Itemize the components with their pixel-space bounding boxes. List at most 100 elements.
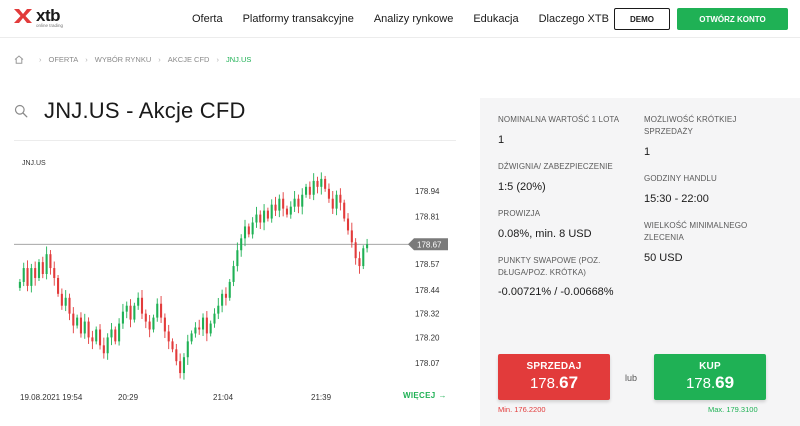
y-tick-label: 178.81: [415, 213, 440, 222]
nav-item-edukacja[interactable]: Edukacja: [473, 13, 519, 25]
candle-body: [232, 266, 235, 282]
breadcrumb: › OFERTA › WYBÓR RYNKU › AKCJE CFD › JNJ…: [14, 55, 251, 64]
search-icon[interactable]: [14, 104, 28, 118]
min-price: Min. 176.2200: [498, 405, 546, 414]
info-label: GODZINY HANDLU: [644, 174, 717, 183]
candle-body: [270, 204, 273, 219]
main-nav: Oferta Platformy transakcyjne Analizy ry…: [192, 0, 629, 38]
info-short-selling: MOŻLIWOŚĆ KRÓTKIEJ SPRZEDAŻY 1: [644, 114, 754, 161]
breadcrumb-item-oferta[interactable]: OFERTA: [48, 55, 79, 64]
candle-body: [331, 198, 334, 209]
candle-body: [221, 293, 224, 306]
candle-body: [236, 250, 239, 267]
candle-body: [327, 188, 330, 199]
candle-body: [350, 230, 353, 243]
candle-body: [358, 258, 361, 267]
candle-body: [362, 248, 365, 267]
candle-body: [198, 327, 201, 330]
candle-body: [251, 222, 254, 235]
candle-body: [346, 218, 350, 231]
candle-body: [68, 297, 71, 314]
candle-body: [45, 254, 48, 275]
candle-body: [304, 186, 308, 195]
candle-body: [106, 337, 109, 354]
candle-body: [335, 194, 338, 209]
candle-body: [324, 178, 327, 189]
breadcrumb-current: JNJ.US: [225, 55, 252, 64]
candle-body: [228, 281, 231, 298]
candle-body: [95, 329, 98, 342]
candle-body: [125, 305, 128, 312]
candle-body: [285, 208, 289, 215]
y-tick-label: 178.94: [415, 187, 440, 196]
y-tick-label: 178.20: [415, 333, 440, 342]
demo-button[interactable]: DEMO: [614, 8, 670, 30]
home-icon[interactable]: [14, 55, 24, 64]
candle-body: [57, 277, 60, 294]
or-label: lub: [625, 373, 638, 383]
chart-symbol: JNJ.US: [22, 160, 46, 167]
candle-body: [343, 202, 346, 219]
candle-body: [148, 321, 151, 330]
buy-price-prefix: 178.: [685, 375, 716, 392]
candle-body: [240, 238, 243, 251]
candle-body: [224, 293, 227, 298]
candle-body: [37, 262, 41, 278]
candle-body: [167, 331, 170, 342]
candle-body: [354, 242, 357, 259]
info-value: -0.00721% / -0.00668%: [498, 286, 614, 298]
candle-body: [263, 210, 266, 223]
candle-body: [110, 329, 113, 338]
info-value: 1:5 (20%): [498, 181, 546, 193]
candle-body: [118, 323, 121, 342]
nav-item-dlaczego[interactable]: Dlaczego XTB: [538, 13, 609, 25]
open-account-button[interactable]: OTWÓRZ KONTO: [677, 8, 788, 30]
candle-body: [301, 194, 304, 207]
candle-body: [297, 198, 300, 207]
more-link-label: WIĘCEJ: [403, 391, 436, 400]
candle-body: [282, 198, 285, 209]
nav-item-platformy[interactable]: Platformy transakcyjne: [242, 13, 354, 25]
candle-body: [209, 323, 212, 334]
candle-body: [76, 317, 79, 326]
sell-button[interactable]: SPRZEDAJ 178.67: [498, 354, 610, 400]
candle-body: [91, 337, 94, 342]
info-label: MOŻLIWOŚĆ KRÓTKIEJ SPRZEDAŻY: [644, 115, 737, 136]
breadcrumb-separator: ›: [216, 55, 219, 64]
candle-body: [98, 329, 102, 346]
logo-word: xtb: [36, 6, 61, 25]
breadcrumb-separator: ›: [85, 55, 88, 64]
buy-price-pips: 69: [715, 373, 735, 392]
candle-body: [53, 268, 56, 278]
nav-item-analizy[interactable]: Analizy rynkowe: [373, 13, 454, 25]
y-tick-label: 178.57: [415, 260, 440, 269]
candle-body: [156, 303, 159, 318]
nav-item-oferta[interactable]: Oferta: [192, 13, 223, 25]
candle-body: [308, 186, 311, 195]
current-price-tag: [408, 238, 448, 251]
sell-price-prefix: 178.: [529, 375, 560, 392]
candle-body: [34, 268, 37, 278]
candle-body: [312, 180, 315, 195]
candle-body: [121, 311, 124, 324]
breadcrumb-item-akcje-cfd[interactable]: AKCJE CFD: [167, 55, 210, 64]
more-link[interactable]: WIĘCEJ →: [400, 391, 447, 400]
candle-body: [186, 341, 189, 358]
info-label: PROWIZJA: [498, 209, 541, 218]
candle-body: [140, 297, 144, 314]
candle-body: [175, 349, 178, 362]
buy-button[interactable]: KUP 178.69: [654, 354, 766, 400]
candle-body: [293, 198, 296, 207]
candle-body: [213, 313, 216, 324]
breadcrumb-item-wybor-rynku[interactable]: WYBÓR RYNKU: [94, 55, 152, 64]
info-label: DŹWIGNIA/ ZABEZPIECZENIE: [498, 162, 613, 171]
info-value: 1: [644, 146, 651, 158]
info-value: 15:30 - 22:00: [644, 193, 709, 205]
candle-body: [259, 214, 262, 223]
info-leverage: DŹWIGNIA/ ZABEZPIECZENIE 1:5 (20%): [498, 161, 626, 196]
candle-body: [289, 206, 292, 215]
xtb-logo[interactable]: xtb online trading: [14, 6, 63, 29]
y-tick-label: 178.32: [415, 310, 440, 319]
candle-body: [49, 254, 52, 269]
